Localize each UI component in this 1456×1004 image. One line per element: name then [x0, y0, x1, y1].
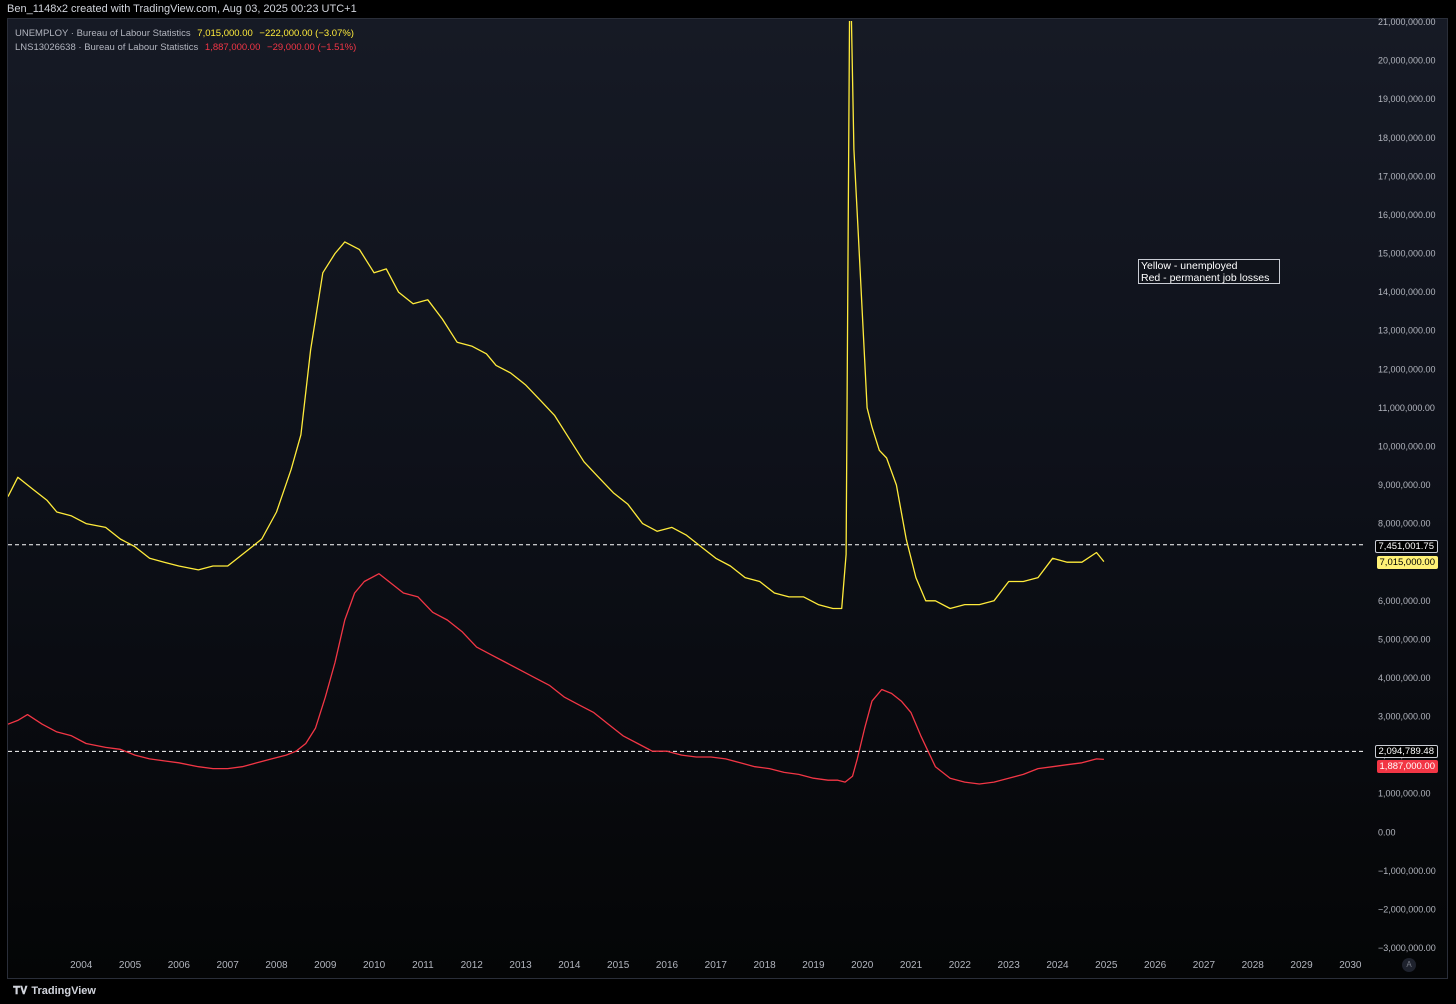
x-tick-label: 2022: [949, 960, 972, 971]
y-tick-label: −2,000,000.00: [1378, 904, 1436, 914]
y-tick-label: 9,000,000.00: [1378, 480, 1431, 490]
header-title: Ben_1148x2 created with TradingView.com,…: [7, 3, 357, 15]
x-tick-label: 2028: [1242, 960, 1265, 971]
x-tick-label: 2011: [412, 960, 434, 971]
chart-pane[interactable]: [7, 18, 1448, 979]
text-annotation[interactable]: Yellow - unemployed Red - permanent job …: [1138, 259, 1280, 284]
y-tick-label: 21,000,000.00: [1378, 17, 1436, 27]
x-tick-label: 2026: [1144, 960, 1167, 971]
x-tick-label: 2020: [851, 960, 874, 971]
y-tick-label: 12,000,000.00: [1378, 364, 1436, 374]
x-tick-label: 2024: [1046, 960, 1069, 971]
hline-price-label: 2,094,789.48: [1374, 745, 1438, 758]
x-tick-label: 2025: [1095, 960, 1118, 971]
x-tick-label: 2021: [900, 960, 923, 971]
x-tick-label: 2006: [168, 960, 191, 971]
x-tick-label: 2012: [461, 960, 484, 971]
legend-change: −29,000.00 (−1.51%): [267, 42, 357, 53]
legend-change: −222,000.00 (−3.07%): [259, 28, 354, 39]
footer-bar: 𝐓𝐕 TradingView: [0, 980, 1456, 1004]
legend-value: 7,015,000.00: [197, 28, 253, 39]
brand-name: TradingView: [31, 985, 96, 997]
annotation-line-2: Red - permanent job losses: [1141, 271, 1270, 284]
x-tick-label: 2010: [363, 960, 386, 971]
x-tick-label: 2015: [607, 960, 630, 971]
x-tick-label: 2016: [656, 960, 679, 971]
tradingview-logo: 𝐓𝐕 TradingView: [9, 985, 96, 998]
legend-symbol: UNEMPLOY · Bureau of Labour Statistics: [15, 28, 191, 39]
y-tick-label: 16,000,000.00: [1378, 210, 1436, 220]
y-tick-label: 18,000,000.00: [1378, 133, 1436, 143]
y-tick-label: −1,000,000.00: [1378, 866, 1436, 876]
legend-row-unemploy[interactable]: UNEMPLOY · Bureau of Labour Statistics 7…: [15, 28, 354, 39]
y-tick-label: 10,000,000.00: [1378, 441, 1436, 451]
x-tick-label: 2008: [265, 960, 288, 971]
annotation-line-1: Yellow - unemployed: [1141, 260, 1238, 272]
y-tick-label: 19,000,000.00: [1378, 94, 1436, 104]
y-tick-label: 5,000,000.00: [1378, 634, 1431, 644]
x-tick-label: 2007: [217, 960, 240, 971]
y-tick-label: 17,000,000.00: [1378, 171, 1436, 181]
y-tick-label: 4,000,000.00: [1378, 673, 1431, 683]
auto-scale-button[interactable]: A: [1402, 958, 1416, 972]
y-tick-label: 3,000,000.00: [1378, 712, 1431, 722]
hline-price-label: 7,451,001.75: [1374, 540, 1438, 553]
x-tick-label: 2019: [802, 960, 825, 971]
x-tick-label: 2005: [119, 960, 142, 971]
y-tick-label: −3,000,000.00: [1378, 943, 1436, 953]
legend-row-lns[interactable]: LNS13026638 · Bureau of Labour Statistic…: [15, 42, 356, 53]
y-tick-label: 11,000,000.00: [1378, 403, 1435, 413]
y-tick-label: 1,000,000.00: [1378, 789, 1431, 799]
header-bar: Ben_1148x2 created with TradingView.com,…: [0, 0, 1456, 18]
x-tick-label: 2009: [314, 960, 337, 971]
y-tick-label: 14,000,000.00: [1378, 287, 1436, 297]
y-tick-label: 6,000,000.00: [1378, 596, 1431, 606]
series-line-unemploy[interactable]: [8, 0, 1105, 610]
x-tick-label: 2017: [705, 960, 728, 971]
x-tick-label: 2014: [558, 960, 581, 971]
x-tick-label: 2029: [1290, 960, 1313, 971]
x-tick-label: 2004: [70, 960, 93, 971]
series-line-lns[interactable]: [8, 573, 1104, 785]
last-price-label-unemploy: 7,015,000.00: [1376, 556, 1438, 569]
y-tick-label: 0.00: [1378, 827, 1396, 837]
x-tick-label: 2027: [1193, 960, 1216, 971]
x-tick-label: 2023: [998, 960, 1021, 971]
y-tick-label: 13,000,000.00: [1378, 326, 1436, 336]
x-tick-label: 2013: [509, 960, 532, 971]
chart-canvas[interactable]: 21,000,000.00 20,000,000.00 19,000,000.00 1…: [0, 0, 1456, 980]
x-tick-label: 2018: [753, 960, 776, 971]
x-tick-label: 2030: [1339, 960, 1362, 971]
last-price-label-lns: 1,887,000.00: [1376, 760, 1438, 773]
y-tick-label: 15,000,000.00: [1378, 249, 1436, 259]
y-tick-label: 20,000,000.00: [1378, 56, 1436, 66]
y-tick-label: 8,000,000.00: [1378, 519, 1431, 529]
legend-value: 1,887,000.00: [204, 42, 261, 53]
legend-symbol: LNS13026638 · Bureau of Labour Statistic…: [15, 42, 199, 53]
tv-logo-icon: 𝐓𝐕: [13, 985, 28, 997]
